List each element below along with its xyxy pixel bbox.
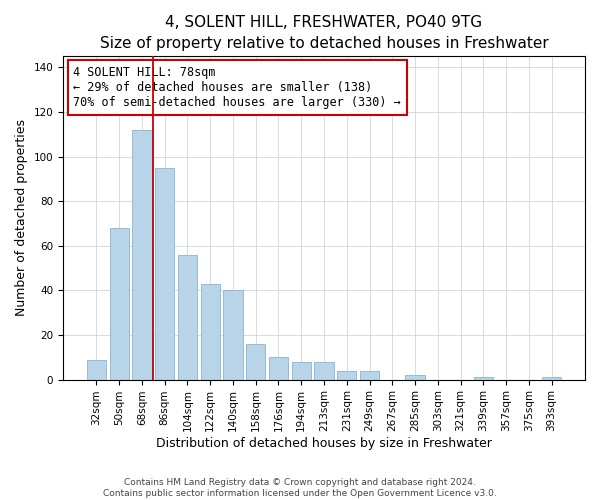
- Bar: [473, 378, 493, 380]
- Bar: [178, 255, 197, 380]
- Text: 4 SOLENT HILL: 78sqm
← 29% of detached houses are smaller (138)
70% of semi-deta: 4 SOLENT HILL: 78sqm ← 29% of detached h…: [73, 66, 401, 109]
- Bar: [87, 360, 106, 380]
- Bar: [223, 290, 242, 380]
- Title: 4, SOLENT HILL, FRESHWATER, PO40 9TG
Size of property relative to detached house: 4, SOLENT HILL, FRESHWATER, PO40 9TG Siz…: [100, 15, 548, 51]
- Text: Contains HM Land Registry data © Crown copyright and database right 2024.
Contai: Contains HM Land Registry data © Crown c…: [103, 478, 497, 498]
- Bar: [406, 375, 425, 380]
- Bar: [314, 362, 334, 380]
- X-axis label: Distribution of detached houses by size in Freshwater: Distribution of detached houses by size …: [156, 437, 492, 450]
- Bar: [337, 370, 356, 380]
- Bar: [360, 370, 379, 380]
- Bar: [542, 378, 561, 380]
- Bar: [246, 344, 265, 380]
- Bar: [292, 362, 311, 380]
- Bar: [155, 168, 175, 380]
- Y-axis label: Number of detached properties: Number of detached properties: [15, 120, 28, 316]
- Bar: [110, 228, 129, 380]
- Bar: [200, 284, 220, 380]
- Bar: [269, 358, 288, 380]
- Bar: [132, 130, 152, 380]
